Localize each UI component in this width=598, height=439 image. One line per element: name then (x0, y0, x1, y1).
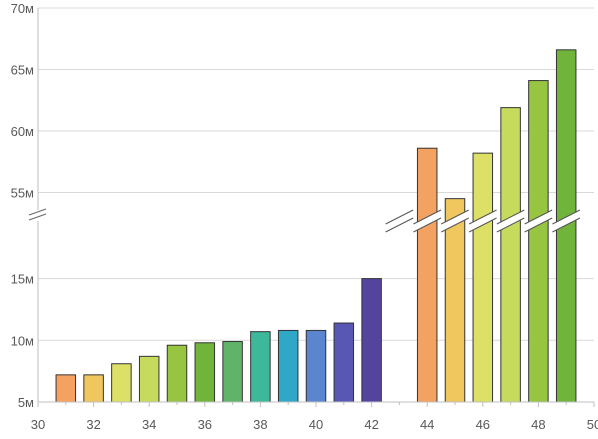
y-tick-label-upper-2: 65м (11, 63, 34, 78)
bar-break-45 (441, 210, 469, 232)
bars (55, 49, 577, 403)
bar-break-47 (496, 210, 525, 232)
bar-break-46 (469, 210, 497, 232)
bar-32 (83, 374, 104, 403)
bar-break-edge-bottom-49 (552, 217, 581, 233)
bar-break-edge-bottom-43 (385, 217, 414, 233)
bar-36 (194, 342, 216, 403)
y-tick-label-upper-0: 55м (11, 186, 34, 201)
y-axis-break-mark-2 (28, 213, 47, 221)
x-tick-label-44: 44 (420, 417, 434, 432)
bar-break-edge-bottom-48 (524, 217, 553, 233)
y-tick-label-upper-3: 70м (11, 1, 34, 16)
y-tick-label-lower-0: 5м (18, 395, 34, 410)
x-tick-label-36: 36 (198, 417, 212, 432)
bar-44 (416, 147, 438, 403)
bar-42 (361, 278, 382, 403)
bar-33 (111, 363, 132, 403)
bar-break-edge-top-43 (385, 209, 414, 225)
bar-46 (472, 152, 494, 403)
bar-31 (55, 374, 77, 403)
bar-45 (444, 198, 466, 403)
bar-39 (277, 329, 299, 403)
bar-break-edge-bottom-44 (413, 217, 442, 233)
bar-break-edge-bottom-46 (468, 217, 497, 233)
bar-break-44 (413, 210, 441, 232)
y-tick-label-upper-1: 60м (11, 124, 34, 139)
y-tick-label-lower-1: 10м (11, 333, 34, 348)
bar-break-edge-top-49 (552, 209, 581, 225)
bar-47 (500, 107, 521, 403)
bar-break-edge-bottom-45 (441, 217, 469, 233)
bar-40 (305, 329, 327, 403)
x-tick-label-38: 38 (253, 417, 267, 432)
bar-48 (528, 80, 549, 403)
bar-break-49 (552, 210, 580, 232)
bar-break-edge-bottom-47 (496, 217, 525, 233)
x-tick-label-40: 40 (309, 417, 323, 432)
x-tick-label-50: 50 (587, 417, 598, 432)
bar-break-48 (524, 210, 553, 232)
x-tick-label-42: 42 (364, 417, 378, 432)
tick-labels: 30 32 34 36 38 40 42 44 46 48 50 5м 10м 15м 55м 60м 65м 7… (11, 1, 598, 432)
x-tick-label-34: 34 (142, 417, 156, 432)
axes (28, 8, 595, 407)
bar-41 (333, 322, 355, 403)
bar-break-edge-top-44 (413, 209, 442, 225)
bar-break-edge-top-45 (441, 209, 469, 225)
bar-38 (250, 331, 271, 403)
y-axis-break-mark-1 (28, 208, 47, 216)
x-tick-label-32: 32 (86, 417, 100, 432)
bar-35 (166, 344, 188, 403)
x-tick-label-48: 48 (531, 417, 545, 432)
axis-breaks (385, 209, 581, 233)
bar-break-edge-top-46 (468, 209, 497, 225)
x-tick-label-30: 30 (31, 417, 45, 432)
bar-34 (138, 355, 160, 403)
x-tick-label-46: 46 (476, 417, 490, 432)
bar-break-edge-top-48 (524, 209, 553, 225)
bar-break-43 (385, 210, 414, 232)
bar-37 (222, 341, 243, 403)
y-tick-label-lower-2: 15м (11, 272, 34, 287)
bar-break-edge-top-47 (496, 209, 525, 225)
